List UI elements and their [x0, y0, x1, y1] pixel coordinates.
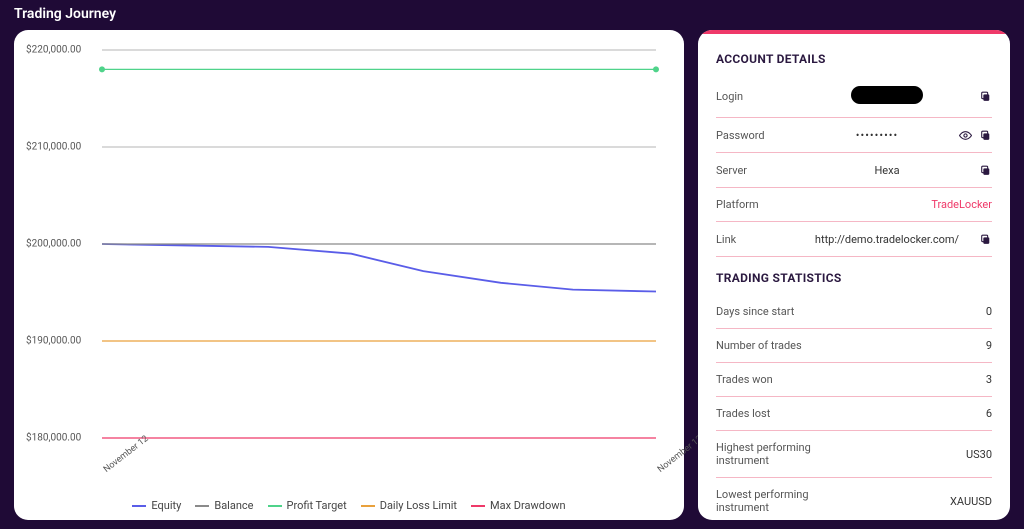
side-card: ACCOUNT DETAILS Login Password •••••••••…	[698, 30, 1010, 520]
stat-label: Trades lost	[716, 407, 850, 420]
legend-swatch	[195, 505, 209, 507]
stat-value: 3	[858, 373, 992, 386]
copy-icon[interactable]	[978, 163, 992, 177]
detail-row-platform: Platform TradeLocker	[716, 188, 992, 222]
legend-label: Equity	[151, 499, 181, 512]
account-details: Login Password ••••••••• Server Hexa	[698, 76, 1010, 257]
stat-row: Trades won 3	[716, 363, 992, 397]
stat-row: Number of trades 9	[716, 329, 992, 363]
stat-value: US30	[858, 448, 992, 461]
detail-row-password: Password •••••••••	[716, 118, 992, 153]
y-axis-label: $200,000.00	[26, 239, 81, 250]
chart-area: $220,000.00 $210,000.00 $200,000.00 $190,00…	[24, 44, 674, 471]
detail-label: Link	[716, 233, 796, 246]
copy-icon[interactable]	[978, 128, 992, 142]
y-axis-label: $190,000.00	[26, 336, 81, 347]
copy-icon[interactable]	[978, 90, 992, 104]
detail-row-server: Server Hexa	[716, 153, 992, 188]
stat-label: Highest performing instrument	[716, 441, 850, 467]
stat-value: XAUUSD	[858, 495, 992, 508]
detail-label: Password	[716, 129, 796, 142]
stat-row: Lowest performing instrument XAUUSD	[716, 478, 992, 520]
stat-value: 6	[858, 407, 992, 420]
stat-row: Trades lost 6	[716, 397, 992, 431]
eye-icon[interactable]	[958, 128, 972, 142]
legend-label: Profit Target	[287, 499, 347, 512]
detail-row-link: Link http://demo.tradelocker.com/	[716, 222, 992, 257]
legend-label: Balance	[214, 499, 253, 512]
legend-item-equity[interactable]: Equity	[132, 499, 181, 512]
y-axis-label: $220,000.00	[26, 45, 81, 56]
legend-swatch	[361, 505, 375, 507]
detail-value-link[interactable]: http://demo.tradelocker.com/	[804, 233, 970, 246]
legend-item-max_drawdown[interactable]: Max Drawdown	[471, 499, 566, 512]
detail-label: Server	[716, 164, 796, 177]
legend-item-daily_loss_limit[interactable]: Daily Loss Limit	[361, 499, 457, 512]
legend-item-profit_target[interactable]: Profit Target	[268, 499, 347, 512]
detail-label: Login	[716, 90, 796, 103]
account-details-title: ACCOUNT DETAILS	[698, 34, 1010, 76]
detail-value-password: •••••••••	[804, 129, 950, 142]
stat-label: Trades won	[716, 373, 850, 386]
detail-row-login: Login	[716, 76, 992, 118]
y-axis-label: $210,000.00	[26, 142, 81, 153]
legend-item-balance[interactable]: Balance	[195, 499, 253, 512]
detail-label: Platform	[716, 198, 796, 211]
detail-value-server: Hexa	[804, 164, 970, 177]
stat-value: 0	[858, 305, 992, 318]
chart-card: $220,000.00 $210,000.00 $200,000.00 $190,00…	[14, 30, 684, 520]
stat-label: Lowest performing instrument	[716, 488, 850, 514]
stat-row: Highest performing instrument US30	[716, 431, 992, 478]
legend-label: Max Drawdown	[490, 499, 566, 512]
y-axis-label: $180,000.00	[26, 433, 81, 444]
trading-stats: Days since start 0 Number of trades 9 Tr…	[698, 295, 1010, 520]
chart-svg	[24, 44, 674, 484]
redacted-pill	[851, 86, 923, 104]
copy-icon[interactable]	[978, 232, 992, 246]
trading-stats-title: TRADING STATISTICS	[698, 257, 1010, 295]
detail-value-platform[interactable]: TradeLocker	[804, 198, 992, 211]
page-title: Trading Journey	[0, 0, 1024, 30]
legend-label: Daily Loss Limit	[380, 499, 457, 512]
stat-row: Days since start 0	[716, 295, 992, 329]
detail-value-login	[804, 86, 970, 107]
stat-value: 9	[858, 339, 992, 352]
legend-swatch	[268, 505, 282, 507]
stat-label: Days since start	[716, 305, 850, 318]
legend-swatch	[471, 505, 485, 507]
stat-label: Number of trades	[716, 339, 850, 352]
legend-swatch	[132, 505, 146, 507]
